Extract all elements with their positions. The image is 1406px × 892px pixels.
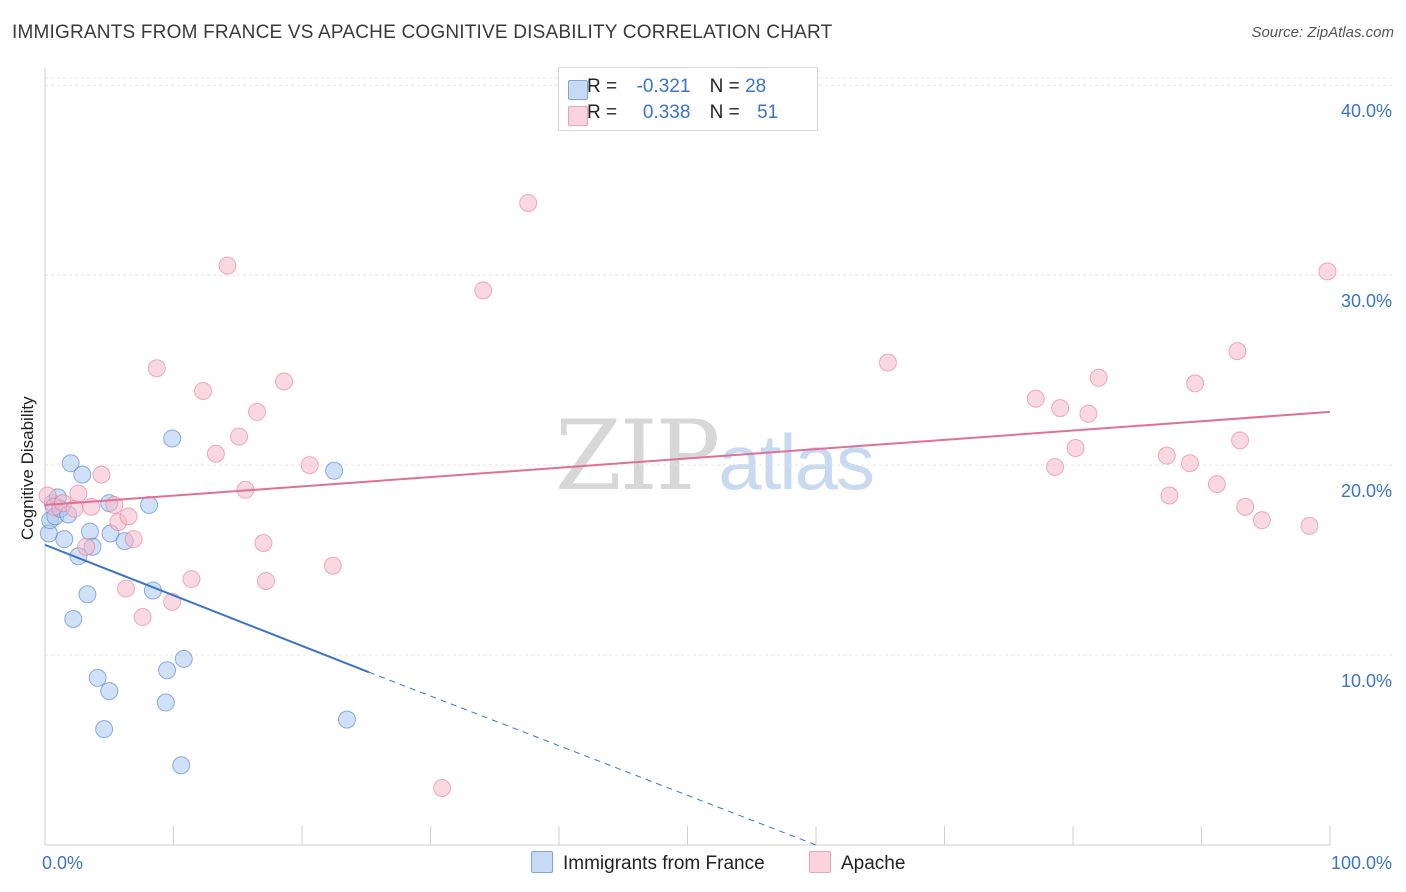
apache-point (116, 579, 135, 598)
apache-point (77, 537, 96, 556)
apache-point (474, 281, 493, 300)
y-tick-label: 30.0% (1341, 291, 1392, 311)
x-tick-label-max: 100.0% (1331, 853, 1392, 873)
france-point (95, 720, 114, 739)
apache-point (433, 779, 452, 798)
apache-point (1026, 389, 1045, 408)
r-label: R = (587, 76, 618, 97)
watermark: ZIPatlas (555, 400, 875, 512)
apache-point (206, 444, 225, 463)
apache-point (323, 556, 342, 575)
apache-trendline (44, 410, 1331, 506)
stats-legend-row-france: R = -0.321 N = 28 (568, 76, 767, 102)
apache-point (254, 533, 273, 552)
apache-point (1300, 516, 1319, 535)
watermark-atlas: atlas (718, 418, 875, 506)
stats-legend-row-apache: R = 0.338 N = 51 (568, 102, 779, 128)
france-point (140, 495, 159, 514)
france-point (88, 668, 107, 687)
france-trendline-extension (368, 671, 817, 846)
apache-point (230, 427, 249, 446)
apache-point (300, 456, 319, 475)
apache-point (519, 193, 538, 212)
france-trendline (44, 543, 370, 674)
apache-point (1231, 431, 1250, 450)
chart-title: IMMIGRANTS FROM FRANCE VS APACHE COGNITI… (12, 22, 833, 43)
france-point (73, 465, 92, 484)
france-point (61, 454, 80, 473)
apache-point (218, 256, 237, 275)
n-value-france: 28 (745, 76, 767, 97)
source-label: Source: ZipAtlas.com (1251, 24, 1394, 41)
france-point (158, 661, 177, 680)
y-axis-label: Cognitive Disability (18, 396, 37, 540)
apache-point (1089, 368, 1108, 387)
apache-point (257, 571, 276, 590)
apache-swatch (568, 106, 588, 126)
n-value-apache: 51 (757, 102, 779, 123)
y-tick-label: 10.0% (1341, 671, 1392, 691)
legend-swatch-apache (809, 851, 831, 873)
legend-label-france: Immigrants from France (563, 853, 765, 874)
apache-point (1079, 404, 1098, 423)
r-value-france: -0.321 (636, 76, 691, 97)
apache-point (1207, 475, 1226, 494)
legend-item-apache: Apache (809, 851, 905, 877)
n-label: N = (709, 76, 740, 97)
apache-point (878, 353, 897, 372)
france-point (163, 429, 182, 448)
france-point (64, 609, 83, 628)
apache-point (1066, 439, 1085, 458)
france-point (80, 522, 99, 541)
france-point (100, 682, 119, 701)
apache-point (1160, 486, 1179, 505)
y-tick-label: 40.0% (1341, 101, 1392, 121)
apache-point (1157, 446, 1176, 465)
watermark-zip: ZIP (555, 400, 720, 512)
legend-swatch-france (531, 851, 553, 873)
legend-item-france: Immigrants from France (531, 851, 765, 877)
apache-point (1046, 457, 1065, 476)
france-point (174, 649, 193, 668)
france-swatch (568, 80, 588, 100)
apache-point (147, 359, 166, 378)
apache-point (248, 402, 267, 421)
legend-label-apache: Apache (841, 853, 906, 874)
france-point (78, 585, 97, 604)
france-point (172, 756, 191, 775)
france-point (337, 710, 356, 729)
x-tick-label-min: 0.0% (42, 853, 83, 873)
apache-point (1318, 262, 1337, 281)
r-value-apache: 0.338 (642, 102, 691, 123)
apache-point (182, 570, 201, 589)
apache-point (124, 530, 143, 549)
y-tick-label: 20.0% (1341, 481, 1392, 501)
apache-point (1236, 497, 1255, 516)
r-label: R = (587, 102, 618, 123)
apache-point (133, 608, 152, 627)
apache-point (1252, 511, 1271, 530)
apache-point (92, 465, 111, 484)
apache-point (1228, 342, 1247, 361)
france-point (325, 461, 344, 480)
apache-point (1051, 399, 1070, 418)
apache-point (194, 382, 213, 401)
apache-point (119, 507, 138, 526)
apache-point (69, 484, 88, 503)
apache-point (1180, 454, 1199, 473)
apache-point (1186, 374, 1205, 393)
stats-legend: R = -0.321 N = 28 R = 0.338 N = 51 (558, 67, 818, 131)
france-point (156, 693, 175, 712)
apache-point (275, 372, 294, 391)
n-label: N = (709, 102, 740, 123)
france-point (55, 530, 74, 549)
